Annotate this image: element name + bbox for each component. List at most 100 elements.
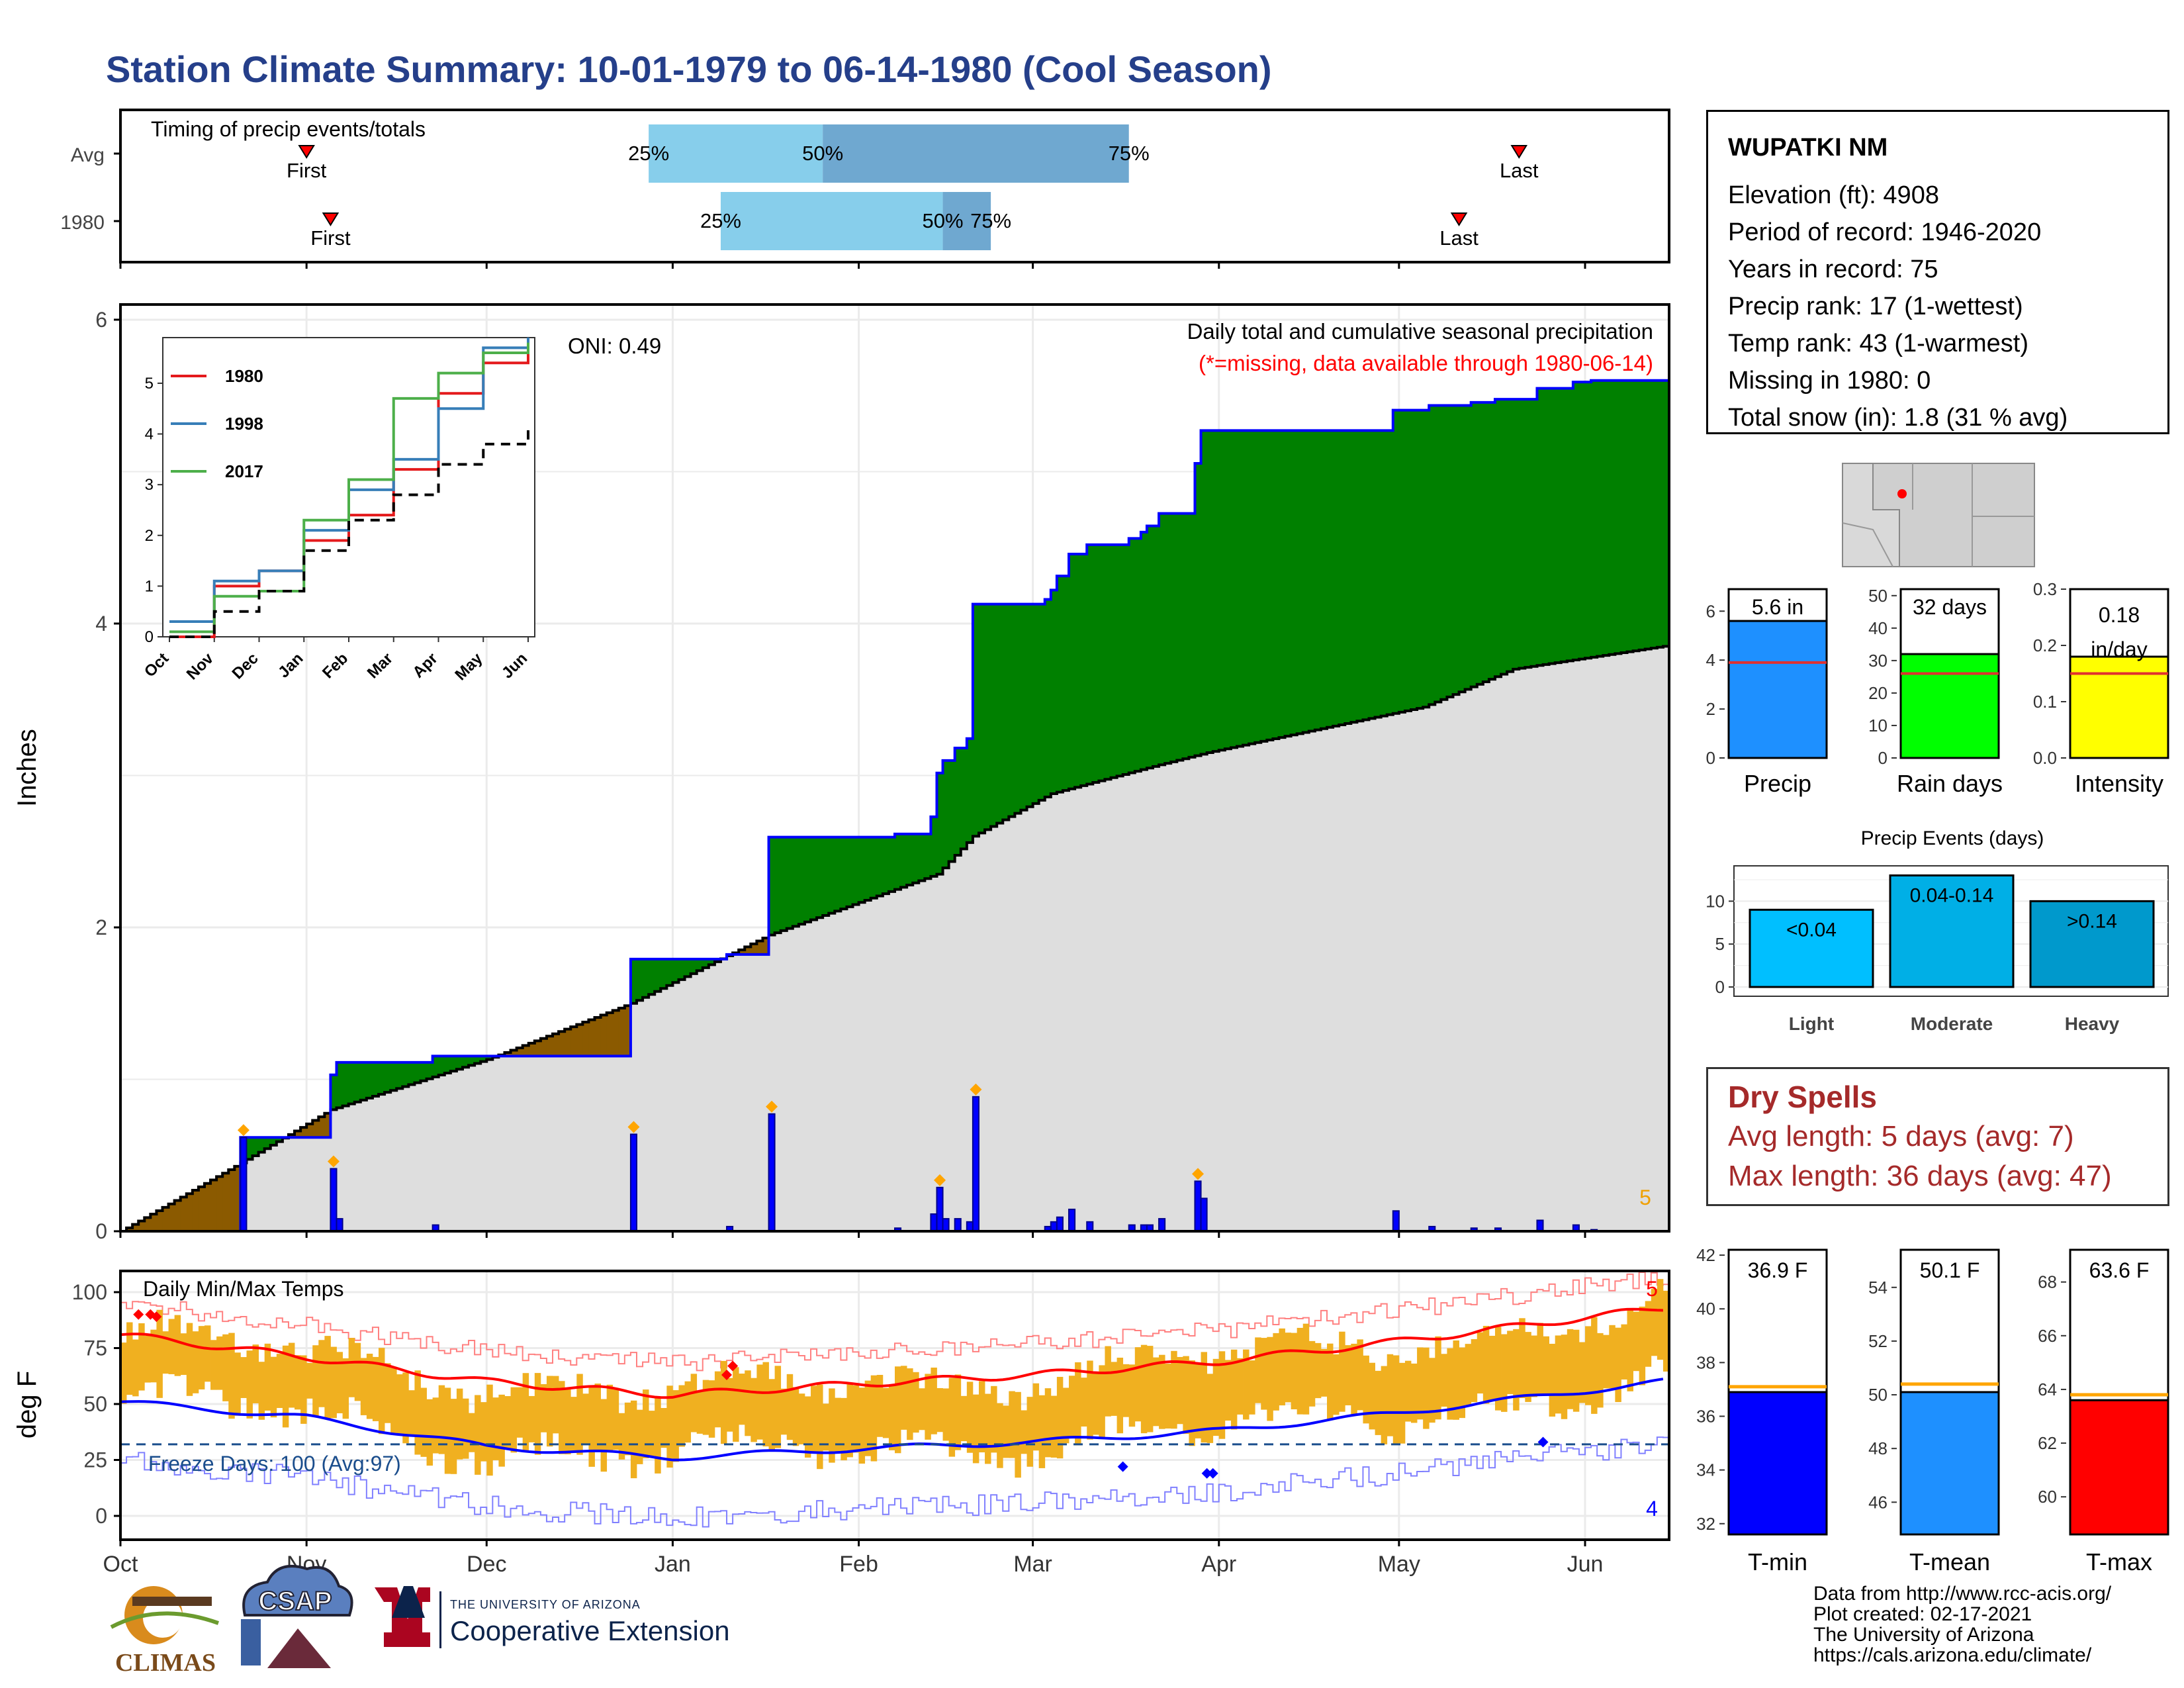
daily-temp-bar (198, 1326, 205, 1389)
timing-last-label: Last (1500, 159, 1539, 182)
above-average-fill (1651, 380, 1658, 649)
above-average-fill (372, 1062, 379, 1097)
daily-temp-bar (643, 1389, 649, 1458)
daily-temp-bar (240, 1357, 247, 1398)
temp-bar-ytick-label: 66 (2038, 1326, 2057, 1346)
temp-bar-ytick-label: 34 (1696, 1460, 1715, 1480)
daily-precip-bar (330, 1168, 338, 1232)
daily-temp-bar (936, 1387, 943, 1432)
dry-spells-box: Dry Spells Avg length: 5 days (avg: 7) M… (1706, 1067, 2169, 1206)
above-average-fill (666, 959, 674, 986)
temp-bar-ytick-label: 68 (2038, 1272, 2057, 1292)
above-average-fill (1183, 513, 1190, 759)
daily-temp-bar (1633, 1311, 1640, 1372)
daily-temp-bar (762, 1362, 769, 1447)
above-average-fill (414, 1062, 422, 1083)
csap-logo-text: CSAP (258, 1587, 332, 1616)
daily-temp-bar (751, 1378, 757, 1442)
above-average-fill (1369, 430, 1376, 719)
daily-temp-bar (600, 1399, 608, 1472)
season-bar-ytick-label: 0.3 (2033, 579, 2057, 599)
daily-temp-bar (252, 1344, 259, 1403)
daily-temp-bar (1087, 1360, 1093, 1440)
daily-temp-bar (1453, 1340, 1459, 1420)
above-average-fill (966, 738, 974, 843)
events-ytick-label: 5 (1715, 934, 1725, 954)
above-average-fill (1195, 463, 1202, 756)
daily-temp-bar (829, 1388, 835, 1463)
daily-precip-bar (942, 1218, 950, 1233)
temp-bar-ytick-label: 38 (1696, 1352, 1715, 1372)
daily-temp-bar (1471, 1338, 1478, 1403)
temp-bar-ytick-label: 42 (1696, 1245, 1715, 1265)
above-average-fill (684, 959, 692, 977)
below-average-fill (204, 1183, 211, 1231)
daily-temp-bar (637, 1409, 643, 1464)
below-average-fill (510, 1050, 518, 1056)
daily-temp-bar (210, 1340, 217, 1390)
event-bar-label: 0.04-0.14 (1910, 884, 1994, 906)
above-average-fill (1345, 430, 1351, 724)
daily-temp-bar (1128, 1364, 1136, 1427)
daily-temp-bar (823, 1403, 829, 1451)
month-label: May (1378, 1552, 1420, 1577)
daily-temp-bar (156, 1309, 163, 1398)
temp-bar-ytick-label: 64 (2038, 1380, 2057, 1399)
daily-temp-bar (811, 1385, 817, 1452)
daily-temp-bar (1183, 1356, 1189, 1434)
temp-ylabel: deg F (13, 1371, 42, 1438)
daily-temp-bar (1531, 1335, 1537, 1397)
daily-temp-bar (804, 1396, 811, 1458)
above-average-fill (408, 1062, 416, 1085)
daily-temp-bar (1255, 1337, 1261, 1403)
below-average-fill (216, 1176, 223, 1231)
above-average-fill (1645, 380, 1652, 649)
above-average-fill (870, 837, 878, 898)
daily-temp-bar (1603, 1335, 1610, 1389)
daily-temp-bar (1525, 1332, 1531, 1402)
temp-bar-ytick-label: 40 (1696, 1299, 1715, 1319)
above-average-fill (462, 1056, 469, 1068)
above-average-fill (1134, 538, 1142, 772)
above-average-fill (1555, 388, 1562, 663)
daily-temp-bar (510, 1387, 518, 1453)
above-average-fill (469, 1056, 475, 1066)
timing-last-marker (1510, 145, 1528, 159)
above-average-fill (1561, 388, 1568, 662)
season-bar-ytick-label: 0 (1878, 748, 1888, 768)
daily-precip-bar (1536, 1219, 1544, 1233)
above-average-fill (1081, 554, 1087, 786)
daily-temp-bar (360, 1358, 367, 1415)
season-bar-label: Rain days (1897, 770, 2003, 797)
daily-temp-bar (480, 1402, 487, 1462)
daily-precip-bar (1050, 1221, 1058, 1232)
daily-temp-bar (336, 1352, 343, 1413)
daily-temp-bar (1411, 1363, 1418, 1423)
daily-temp-bar (1189, 1360, 1195, 1446)
daily-temp-bar (756, 1364, 763, 1440)
above-average-fill (1285, 430, 1292, 737)
above-average-fill (1291, 430, 1298, 735)
events-title: Precip Events (days) (1861, 827, 2044, 849)
above-average-fill (444, 1056, 451, 1074)
page-title: Station Climate Summary: 10-01-1979 to 0… (106, 48, 1272, 90)
daily-temp-bar (570, 1397, 577, 1454)
above-average-fill (907, 833, 913, 886)
above-average-fill (1122, 544, 1130, 774)
above-average-fill (1159, 513, 1165, 765)
inset-legend-label: 1980 (225, 366, 263, 386)
above-average-fill (336, 1062, 343, 1108)
daily-temp-bar (1206, 1374, 1214, 1443)
daily-temp-bar (888, 1386, 895, 1450)
above-average-fill (960, 747, 968, 849)
below-average-fill (559, 1031, 565, 1056)
daily-temp-bar (1075, 1362, 1081, 1446)
above-average-fill (1015, 604, 1022, 814)
temp-bar-label: T-mean (1909, 1548, 1990, 1575)
above-average-fill (1021, 604, 1028, 810)
below-average-fill (186, 1194, 193, 1231)
above-average-fill (1609, 380, 1615, 655)
station-precip-rank: Precip rank: 17 (1-wettest) (1728, 293, 2023, 320)
above-average-fill (1069, 554, 1075, 789)
season-temp-bars: 32 34 36 38 40 42 36.9 F T-min 46 48 50 52 54 50.1 F T… (1696, 1245, 2169, 1575)
